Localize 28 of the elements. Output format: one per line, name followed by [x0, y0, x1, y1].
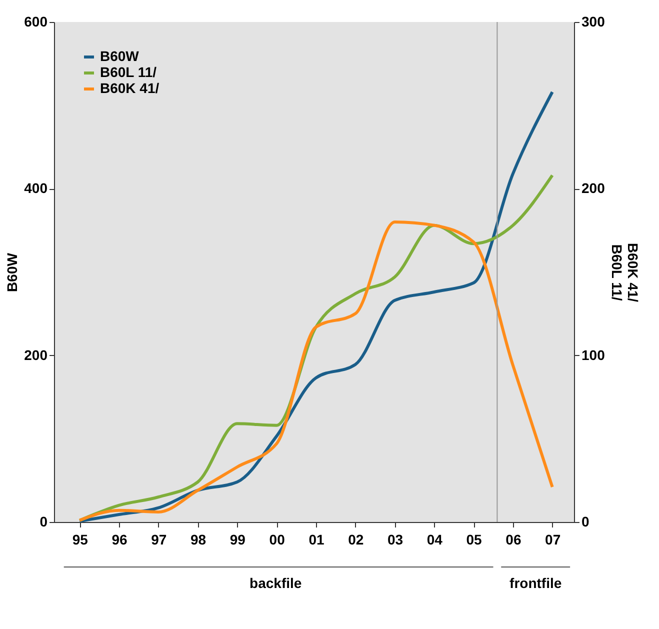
- x-tick-label: 98: [190, 532, 206, 548]
- y-tick-label: 0: [40, 514, 48, 530]
- x-tick-label: 99: [230, 532, 246, 548]
- x-tick-label: 95: [72, 532, 88, 548]
- x-tick-label: 00: [269, 532, 286, 548]
- x-tick-label: 96: [112, 532, 128, 548]
- text: frontfile: [510, 575, 562, 591]
- legend-label: B60L 11/: [100, 64, 157, 80]
- x-tick-label: 01: [308, 532, 324, 548]
- y-tick-label: 200: [24, 346, 48, 363]
- x-tick-label: 07: [545, 532, 561, 548]
- x-tick-label: 06: [506, 532, 522, 548]
- y2-tick-label: 100: [582, 346, 606, 363]
- y2-axis-title: B60K 41/ B60L 11/: [608, 242, 641, 302]
- y2-tick-label: 300: [582, 14, 606, 30]
- legend-label: B60W: [100, 48, 140, 64]
- y-tick-label: 400: [24, 180, 48, 196]
- x-tick-label: 05: [466, 532, 482, 548]
- y-tick-label: 600: [24, 14, 48, 30]
- y-axis-title: B60W: [4, 252, 20, 292]
- x-tick-label: 97: [151, 532, 167, 548]
- x-tick-label: 03: [387, 532, 404, 548]
- x-tick-label: 02: [348, 532, 364, 548]
- y2-tick-label: 200: [582, 180, 606, 196]
- x-tick-label: 04: [426, 532, 443, 548]
- text: backfile: [250, 575, 302, 591]
- y2-tick-label: 0: [582, 514, 590, 530]
- legend-label: B60K 41/: [100, 80, 160, 96]
